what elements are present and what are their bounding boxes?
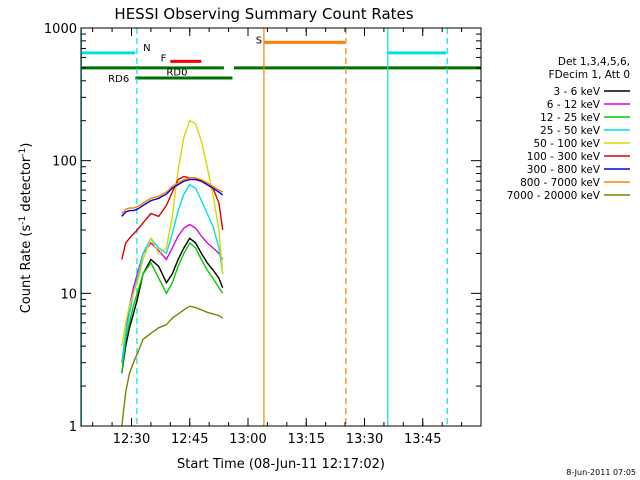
- x-axis-ticks: 12:30 12:45 13:00 13:15 13:30 13:45: [92, 28, 463, 447]
- y-tick-label-0: 1: [69, 420, 77, 435]
- y-tick-label-1: 10: [60, 287, 77, 302]
- chart-title: HESSI Observing Summary Count Rates: [114, 5, 413, 23]
- series-line-1: [121, 223, 224, 363]
- x-tick-label-5: 13:45: [404, 432, 441, 447]
- y-tick-label-2: 100: [52, 155, 77, 170]
- legend-header-0: Det 1,3,4,5,6,: [558, 56, 630, 68]
- series-lines: [121, 119, 224, 427]
- legend-label-4: 50 - 100 keV: [533, 138, 600, 150]
- series-line-8: [121, 305, 224, 427]
- flag-bars: NF RD0 RD6 S: [81, 35, 481, 85]
- legend-label-1: 6 - 12 keV: [547, 99, 601, 111]
- legend-label-7: 800 - 7000 keV: [520, 177, 601, 189]
- flag-label-2: F: [161, 53, 167, 64]
- series-line-0: [121, 237, 224, 374]
- flag-label-3: RD0: [166, 68, 187, 79]
- footer-stamp: 8-Jun-2011 07:05: [566, 468, 636, 477]
- y-axis-label: Count Rate (s-1 detector-1): [18, 143, 34, 314]
- y-axis-label-sup2: -1: [18, 148, 28, 157]
- x-tick-label-3: 13:15: [288, 432, 325, 447]
- legend-label-0: 3 - 6 keV: [553, 86, 600, 98]
- series-line-7: [121, 177, 224, 214]
- y-axis-label-sup1: -1: [18, 216, 28, 225]
- series-line-4: [121, 119, 224, 347]
- flag-label-5: S: [256, 35, 262, 46]
- y-tick-label-3: 1000: [44, 22, 77, 37]
- legend-label-3: 25 - 50 keV: [540, 125, 601, 137]
- x-tick-label-2: 13:00: [229, 432, 266, 447]
- series-line-6: [121, 178, 224, 217]
- y-axis-ticks: 1 10 100 1000: [44, 22, 481, 435]
- y-axis-label-mid: detector: [19, 156, 34, 216]
- x-axis-label: Start Time (08-Jun-11 12:17:02): [177, 457, 385, 472]
- y-axis-label-main: Count Rate (s: [19, 225, 34, 314]
- legend-label-6: 300 - 800 keV: [527, 164, 601, 176]
- flag-label-4: RD6: [108, 74, 129, 85]
- x-tick-label-4: 13:30: [346, 432, 383, 447]
- y-axis-label-end: ): [19, 143, 34, 148]
- legend-label-2: 12 - 25 keV: [540, 112, 601, 124]
- series-line-2: [121, 241, 224, 374]
- plot-frame: [80, 27, 482, 427]
- legend: Det 1,3,4,5,6,FDecim 1, Att 0 3 - 6 keV6 …: [507, 56, 630, 202]
- x-tick-label-0: 12:30: [113, 432, 150, 447]
- flag-label-0: N: [143, 43, 150, 54]
- vertical-markers: [80, 28, 448, 426]
- legend-label-5: 100 - 300 keV: [527, 151, 601, 163]
- legend-label-8: 7000 - 20000 keV: [507, 190, 601, 202]
- x-tick-label-1: 12:45: [171, 432, 208, 447]
- legend-header-1: FDecim 1, Att 0: [549, 69, 630, 81]
